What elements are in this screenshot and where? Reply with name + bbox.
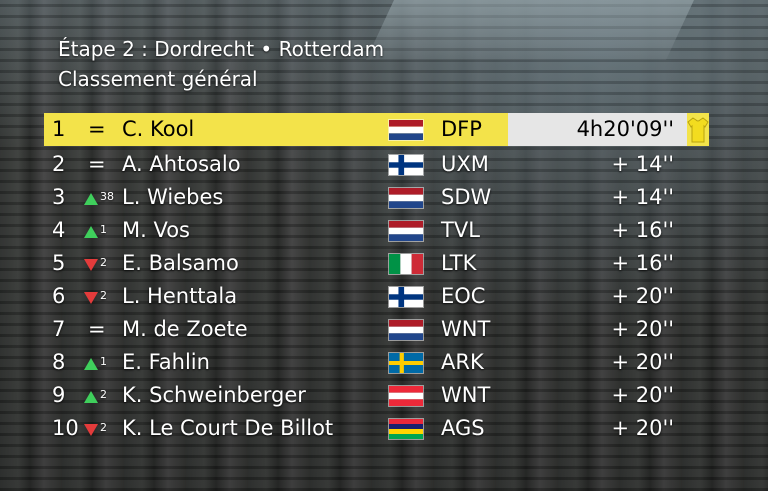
austria-flag-icon xyxy=(388,385,424,407)
rank-number: 2 xyxy=(52,152,66,176)
up-arrow-icon xyxy=(84,226,98,238)
standings-row: 9 2 K. Schweinberger WNT + 20'' xyxy=(44,379,709,412)
rank-number: 7 xyxy=(52,317,66,341)
position-unchanged: = xyxy=(88,117,106,141)
finland-flag-icon xyxy=(388,286,424,308)
rank-number: 8 xyxy=(52,350,66,374)
sweden-flag-icon xyxy=(388,352,424,374)
up-arrow-icon xyxy=(84,391,98,403)
rank-number: 1 xyxy=(52,117,66,141)
leader-time-box xyxy=(508,113,687,146)
finland-flag-icon xyxy=(388,154,424,176)
position-change: 2 xyxy=(84,280,120,313)
position-change: 2 xyxy=(84,379,120,412)
rider-name: L. Henttala xyxy=(122,284,238,308)
position-change: 1 xyxy=(84,346,120,379)
time-gap: + 20'' xyxy=(611,383,674,407)
position-change: 1 xyxy=(84,214,120,247)
standings-row: 3 38 L. Wiebes SDW + 14'' xyxy=(44,181,709,214)
rider-name: K. Schweinberger xyxy=(122,383,306,407)
classification-title: Classement général xyxy=(58,67,258,91)
position-change-amount: 2 xyxy=(100,388,107,401)
rider-name: E. Fahlin xyxy=(122,350,210,374)
netherlands-flag-icon xyxy=(388,119,424,141)
overlay-header: Étape 2 : Dordrecht • Rotterdam Classeme… xyxy=(58,34,384,94)
time-gap: + 20'' xyxy=(611,284,674,308)
standings-row: 8 1 E. Fahlin ARK + 20'' xyxy=(44,346,709,379)
mauritius-flag-icon xyxy=(388,418,424,440)
down-arrow-icon xyxy=(84,292,98,304)
rider-name: C. Kool xyxy=(122,117,195,141)
rank-number: 6 xyxy=(52,284,66,308)
standings-row-leader: 1 = C. Kool DFP 4h20'09'' xyxy=(44,113,709,146)
team-code: EOC xyxy=(441,284,486,308)
rank-number: 4 xyxy=(52,218,66,242)
team-code: UXM xyxy=(441,152,489,176)
time-gap: + 14'' xyxy=(611,152,674,176)
time-gap: + 20'' xyxy=(611,350,674,374)
team-code: AGS xyxy=(441,416,485,440)
netherlands-flag-icon xyxy=(388,187,424,209)
rank-number: 3 xyxy=(52,185,66,209)
rank-number: 10 xyxy=(52,416,79,440)
standings-table: 1 = C. Kool DFP 4h20'09'' 2 = A. Ahtosalo UXM + … xyxy=(44,113,709,445)
position-change-amount: 1 xyxy=(100,223,107,236)
position-unchanged: = xyxy=(88,317,106,341)
position-change: 2 xyxy=(84,247,120,280)
time-gap: + 16'' xyxy=(611,251,674,275)
position-change-amount: 1 xyxy=(100,355,107,368)
rider-name: K. Le Court De Billot xyxy=(122,416,334,440)
team-code: WNT xyxy=(441,317,491,341)
yellow-jersey-icon xyxy=(687,117,709,143)
standings-row: 4 1 M. Vos TVL + 16'' xyxy=(44,214,709,247)
stage-title: Étape 2 : Dordrecht • Rotterdam xyxy=(58,37,385,61)
position-change-amount: 2 xyxy=(100,289,107,302)
rider-name: M. Vos xyxy=(122,218,190,242)
standings-row: 6 2 L. Henttala EOC + 20'' xyxy=(44,280,709,313)
netherlands-flag-icon xyxy=(388,319,424,341)
rider-name: M. de Zoete xyxy=(122,317,248,341)
team-code: TVL xyxy=(441,218,480,242)
time-gap: + 16'' xyxy=(611,218,674,242)
time-gap: + 14'' xyxy=(611,185,674,209)
standings-row: 7 = M. de Zoete WNT + 20'' xyxy=(44,313,709,346)
rider-name: L. Wiebes xyxy=(122,185,224,209)
italy-flag-icon xyxy=(388,253,424,275)
team-code: WNT xyxy=(441,383,491,407)
position-change-amount: 2 xyxy=(100,256,107,269)
standings-row: 10 2 K. Le Court De Billot AGS + 20'' xyxy=(44,412,709,445)
down-arrow-icon xyxy=(84,259,98,271)
leader-time: 4h20'09'' xyxy=(576,117,674,141)
position-change-amount: 2 xyxy=(100,421,107,434)
rank-number: 9 xyxy=(52,383,66,407)
position-change-amount: 38 xyxy=(100,190,114,203)
netherlands-flag-icon xyxy=(388,220,424,242)
up-arrow-icon xyxy=(84,193,98,205)
rider-name: A. Ahtosalo xyxy=(122,152,241,176)
down-arrow-icon xyxy=(84,424,98,436)
team-code: ARK xyxy=(441,350,484,374)
position-change: 38 xyxy=(84,181,120,214)
team-code: DFP xyxy=(441,117,482,141)
team-code: LTK xyxy=(441,251,477,275)
team-code: SDW xyxy=(441,185,492,209)
position-unchanged: = xyxy=(88,152,106,176)
rider-name: E. Balsamo xyxy=(122,251,239,275)
position-change: 2 xyxy=(84,412,120,445)
standings-row: 2 = A. Ahtosalo UXM + 14'' xyxy=(44,148,709,181)
rank-number: 5 xyxy=(52,251,66,275)
time-gap: + 20'' xyxy=(611,416,674,440)
standings-row: 5 2 E. Balsamo LTK + 16'' xyxy=(44,247,709,280)
background-river xyxy=(366,0,694,60)
time-gap: + 20'' xyxy=(611,317,674,341)
up-arrow-icon xyxy=(84,358,98,370)
